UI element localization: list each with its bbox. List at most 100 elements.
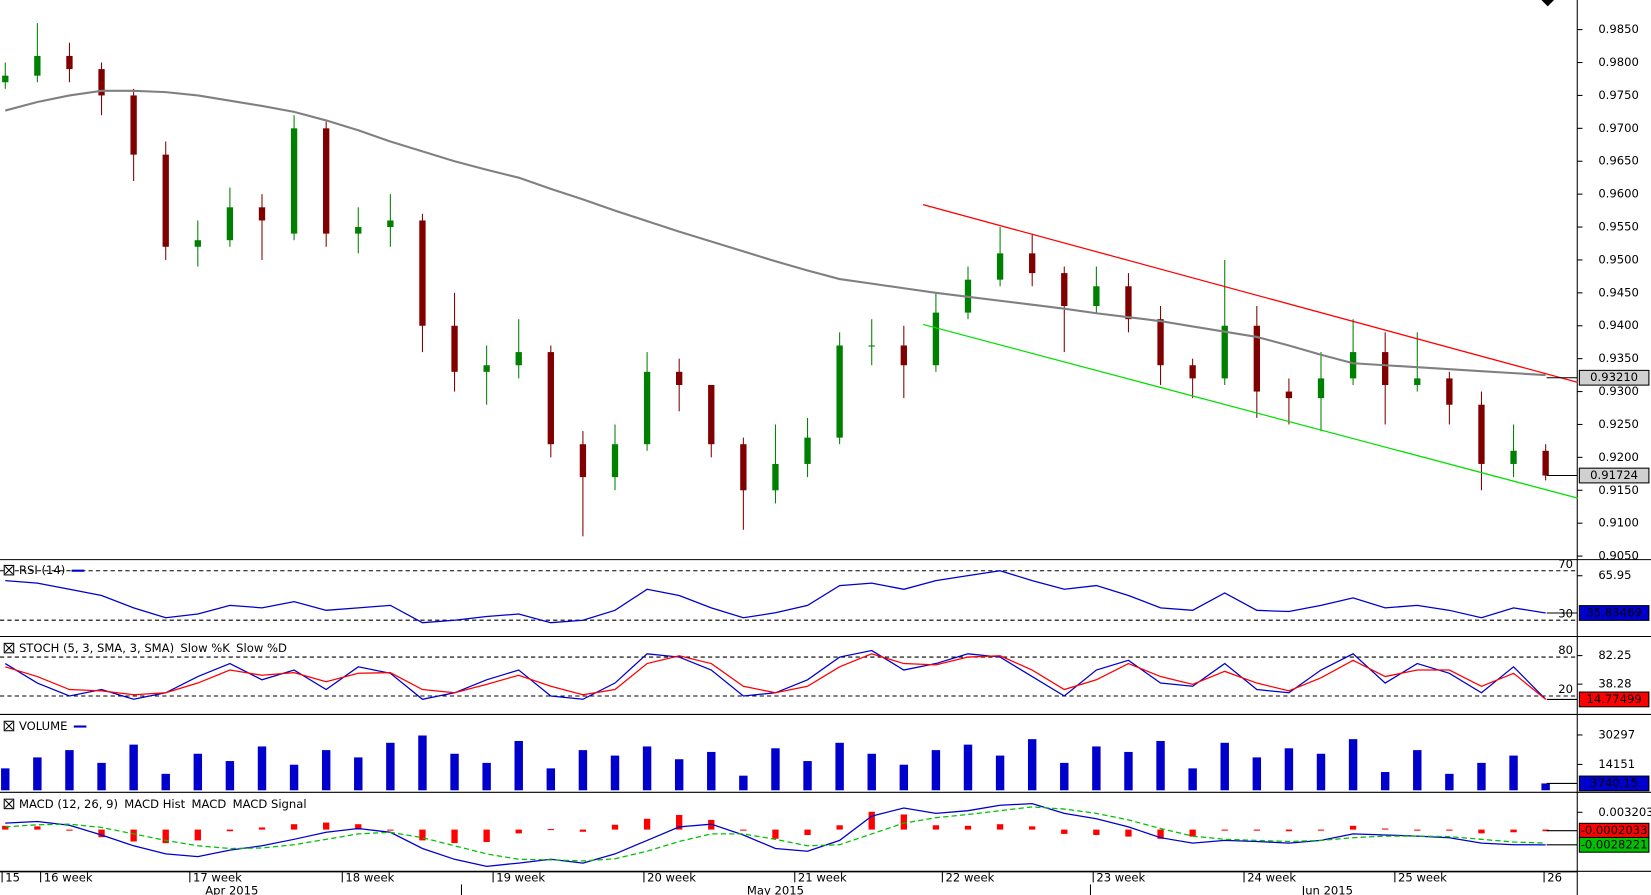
x-tick-label: 25 week bbox=[1398, 871, 1447, 885]
candle-body bbox=[1125, 286, 1132, 320]
hist-bar bbox=[290, 824, 298, 830]
hist-bar bbox=[932, 825, 940, 830]
x-tick-label: 15 bbox=[5, 871, 20, 885]
candle-body bbox=[996, 253, 1004, 280]
candle-body bbox=[868, 345, 875, 347]
volume-bar bbox=[1124, 751, 1133, 791]
hist-bar bbox=[1285, 829, 1293, 832]
candle-body bbox=[194, 240, 201, 247]
volume-bar bbox=[482, 762, 491, 791]
legend-title: MACD (12, 26, 9) bbox=[19, 797, 118, 811]
last-value-box bbox=[1578, 605, 1650, 621]
month-label: Jun 2015 bbox=[1301, 883, 1353, 895]
candle-body bbox=[1253, 325, 1260, 392]
volume-bar bbox=[161, 773, 170, 791]
y-tick-label: 0.9100 bbox=[1598, 516, 1639, 530]
volume-bar bbox=[354, 757, 363, 791]
y-tick-label: 0.9400 bbox=[1598, 318, 1639, 332]
channel-line bbox=[922, 204, 1578, 383]
y-tick-label: 0.9150 bbox=[1598, 483, 1639, 497]
y-tick-label: 0.9750 bbox=[1598, 88, 1639, 102]
hist-bar bbox=[98, 829, 105, 838]
legend-checkbox-x bbox=[4, 566, 14, 575]
hist-bar bbox=[900, 814, 907, 830]
candle-body bbox=[1029, 253, 1036, 274]
hist-bar bbox=[66, 829, 73, 831]
x-tick-label: 18 week bbox=[345, 871, 394, 885]
y-tick-label: 0.9700 bbox=[1598, 121, 1639, 135]
volume-bar bbox=[1380, 772, 1390, 791]
volume-bar bbox=[1413, 750, 1422, 791]
hist-bar bbox=[355, 824, 362, 830]
hist-bar bbox=[387, 829, 394, 831]
series-line bbox=[5, 803, 1546, 867]
legend-checkbox-x bbox=[4, 721, 14, 731]
candle-body bbox=[1189, 365, 1196, 379]
hist-bar bbox=[836, 825, 843, 830]
candle-body bbox=[1478, 404, 1485, 464]
y-tick-label: 0.9300 bbox=[1598, 384, 1639, 398]
hist-bar bbox=[996, 824, 1004, 830]
month-label: Apr 2015 bbox=[205, 883, 258, 895]
volume-bar bbox=[450, 753, 459, 791]
candle-body bbox=[1349, 352, 1357, 379]
legend-entry: RSI (14) bbox=[19, 563, 65, 577]
candle-body bbox=[1061, 273, 1068, 307]
x-tick-label: 24 week bbox=[1247, 871, 1296, 885]
volume-bar bbox=[739, 775, 748, 791]
candle-body bbox=[515, 352, 522, 366]
last-value-box bbox=[1578, 467, 1650, 484]
volume-bar bbox=[1, 768, 10, 791]
candle-body bbox=[1382, 352, 1389, 385]
volume-bar bbox=[546, 768, 556, 791]
candle-body bbox=[1510, 450, 1517, 464]
hist-bar bbox=[611, 824, 619, 830]
menu-arrow[interactable] bbox=[1541, 0, 1555, 7]
moving-average bbox=[4, 89, 1546, 377]
legend-checkbox-x bbox=[4, 799, 14, 808]
hist-bar bbox=[1093, 829, 1100, 835]
x-tick-label: 23 week bbox=[1096, 871, 1145, 885]
series-line bbox=[5, 570, 1546, 624]
candle-body bbox=[226, 207, 234, 241]
candle-body bbox=[772, 463, 779, 491]
volume-bar bbox=[771, 748, 780, 791]
x-tick-label: 20 week bbox=[647, 871, 696, 885]
series-line bbox=[5, 653, 1547, 700]
candle-body bbox=[483, 365, 490, 372]
volume-bar bbox=[1092, 746, 1101, 791]
y-tick-label: 0.9500 bbox=[1598, 252, 1639, 266]
candle-body bbox=[355, 227, 362, 234]
candle-body bbox=[579, 444, 587, 478]
hist-bar bbox=[1157, 829, 1164, 839]
level-label: 20 bbox=[1558, 682, 1573, 696]
x-tick-label: 21 week bbox=[798, 871, 847, 885]
volume-bar bbox=[193, 753, 203, 791]
y-tick-label: 14151 bbox=[1598, 757, 1635, 771]
hist-bar bbox=[226, 829, 234, 832]
candle-body bbox=[66, 55, 73, 70]
hist-bar bbox=[419, 829, 426, 841]
x-tick-label: 17 week bbox=[193, 871, 242, 885]
candle-body bbox=[34, 55, 41, 76]
candle-body bbox=[1446, 378, 1453, 405]
volume-bar bbox=[963, 744, 973, 791]
hist-bar bbox=[194, 829, 201, 841]
hist-bar bbox=[740, 829, 747, 831]
y-tick-label: 0.0032031 bbox=[1598, 805, 1651, 819]
candle-body bbox=[611, 444, 619, 478]
y-tick-label: 0.9450 bbox=[1598, 285, 1639, 299]
last-value-label: -0.0002033 bbox=[1581, 823, 1648, 837]
y-tick-label: 0.9050 bbox=[1598, 549, 1639, 563]
candle-body bbox=[1221, 325, 1228, 379]
candle-body bbox=[2, 75, 9, 83]
volume-bar bbox=[225, 761, 235, 791]
volume-bar bbox=[1541, 783, 1550, 791]
volume-bar bbox=[33, 757, 42, 791]
y-tick-label: 0.9350 bbox=[1598, 351, 1639, 365]
hist-bar bbox=[868, 811, 875, 830]
volume-bar bbox=[674, 759, 684, 791]
candle-body bbox=[836, 345, 843, 438]
hist-bar bbox=[1125, 829, 1132, 837]
